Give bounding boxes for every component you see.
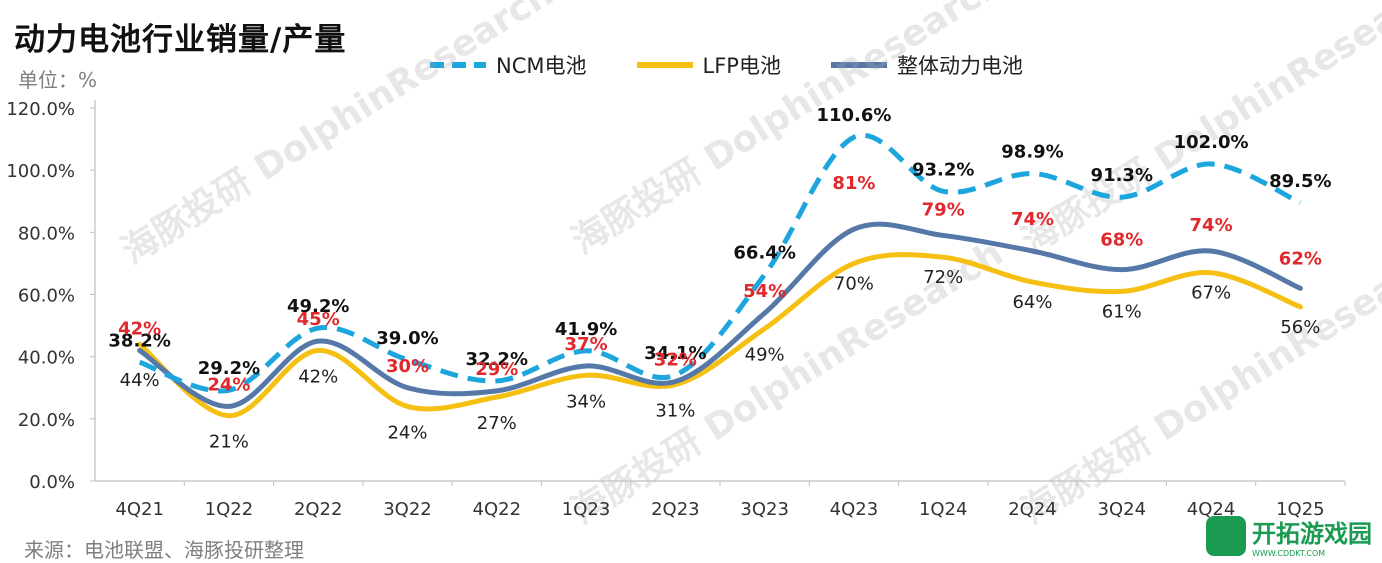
x-tick-label: 4Q21 [115, 499, 164, 520]
data-label-ncm: 98.9% [1001, 142, 1063, 163]
data-label-lfp: 61% [1102, 301, 1142, 322]
data-label-total: 54% [743, 281, 786, 302]
data-label-ncm: 34.1% [644, 343, 706, 364]
x-tick-label: 1Q24 [919, 499, 968, 520]
x-tick-label: 4Q23 [830, 499, 879, 520]
data-label-lfp: 44% [120, 370, 160, 391]
logo-url: WWW.CDDKT.COM [1252, 549, 1326, 558]
data-label-total: 81% [832, 173, 875, 194]
data-label-lfp: 42% [298, 366, 338, 387]
x-tick-label: 1Q23 [562, 499, 611, 520]
data-label-lfp: 67% [1191, 283, 1231, 304]
y-tick-label: 80.0% [18, 223, 75, 244]
x-tick-label: 1Q22 [205, 499, 254, 520]
y-tick-label: 60.0% [18, 286, 75, 307]
data-label-ncm: 49.2% [287, 296, 349, 317]
data-label-total: 30% [386, 356, 429, 377]
data-label-ncm: 39.0% [376, 328, 438, 349]
x-tick-label: 3Q22 [383, 499, 432, 520]
legend-label-ncm: NCM电池 [496, 54, 587, 78]
data-label-total: 74% [1190, 215, 1233, 236]
data-label-total: 74% [1011, 209, 1054, 230]
legend-label-total: 整体动力电池 [896, 54, 1023, 78]
x-tick-label: 2Q24 [1008, 499, 1057, 520]
series-line-ncm [138, 132, 1302, 394]
x-tick-label: 2Q23 [651, 499, 700, 520]
data-label-ncm: 110.6% [816, 105, 891, 126]
x-tick-label: 4Q24 [1187, 499, 1236, 520]
data-label-total: 62% [1279, 248, 1322, 269]
data-label-lfp: 21% [209, 432, 249, 453]
series-line-total [137, 221, 1303, 409]
x-tick-label: 3Q24 [1098, 499, 1147, 520]
data-label-total: 24% [207, 374, 250, 395]
source-note: 来源：电池联盟、海豚投研整理 [24, 538, 304, 562]
x-tick-label: 3Q23 [740, 499, 789, 520]
data-label-lfp: 27% [477, 413, 517, 434]
chart-legend: NCM电池 LFP电池 整体动力电池 [428, 50, 1023, 80]
data-label-ncm: 38.2% [108, 330, 170, 351]
x-tick-label: 1Q25 [1276, 499, 1325, 520]
site-logo[interactable]: 开拓游戏园 WWW.CDDKT.COM [1206, 514, 1372, 558]
x-tick-label: 2Q22 [294, 499, 343, 520]
unit-label: 单位：% [18, 68, 98, 92]
data-label-total: 37% [565, 334, 608, 355]
chart-title: 动力电池行业销量/产量 [14, 22, 347, 58]
data-label-total: 32% [654, 350, 697, 371]
legend-item-ncm: NCM电池 [428, 50, 587, 80]
data-label-total: 68% [1100, 230, 1143, 251]
legend-item-total: 整体动力电池 [829, 50, 1023, 80]
legend-item-lfp: LFP电池 [635, 50, 781, 80]
data-label-lfp: 70% [834, 273, 874, 294]
data-label-ncm: 29.2% [198, 358, 260, 379]
data-label-ncm: 32.2% [466, 349, 528, 370]
y-tick-label: 40.0% [18, 348, 75, 369]
data-label-total: 79% [922, 199, 965, 220]
data-label-lfp: 56% [1280, 317, 1320, 338]
data-label-lfp: 64% [1012, 292, 1052, 313]
data-label-lfp: 34% [566, 391, 606, 412]
legend-swatch-lfp [636, 62, 693, 68]
logo-name: 开拓游戏园 [1252, 520, 1372, 548]
y-tick-label: 0.0% [29, 472, 75, 493]
data-label-lfp: 72% [923, 267, 963, 288]
y-tick-label: 100.0% [6, 161, 75, 182]
data-label-ncm: 66.4% [733, 243, 795, 264]
data-label-total: 45% [297, 309, 340, 330]
series-line-lfp [137, 252, 1303, 419]
x-tick-label: 4Q22 [473, 499, 522, 520]
y-tick-label: 120.0% [6, 99, 75, 120]
data-label-lfp: 24% [387, 422, 427, 443]
legend-swatch-total [830, 62, 887, 68]
data-label-ncm: 41.9% [555, 319, 617, 340]
logo-text-block: 开拓游戏园 WWW.CDDKT.COM [1252, 514, 1372, 558]
y-tick-label: 20.0% [18, 410, 75, 431]
legend-label-lfp: LFP电池 [702, 54, 781, 78]
data-label-ncm: 93.2% [912, 159, 974, 180]
data-label-ncm: 89.5% [1269, 171, 1331, 192]
data-label-ncm: 91.3% [1091, 165, 1153, 186]
data-label-lfp: 49% [745, 345, 785, 366]
data-label-total: 29% [475, 359, 518, 380]
data-label-ncm: 102.0% [1174, 132, 1249, 153]
logo-mark-icon [1206, 516, 1246, 556]
data-label-total: 42% [118, 318, 161, 339]
legend-swatch-ncm [430, 62, 486, 68]
data-label-lfp: 31% [655, 401, 695, 422]
